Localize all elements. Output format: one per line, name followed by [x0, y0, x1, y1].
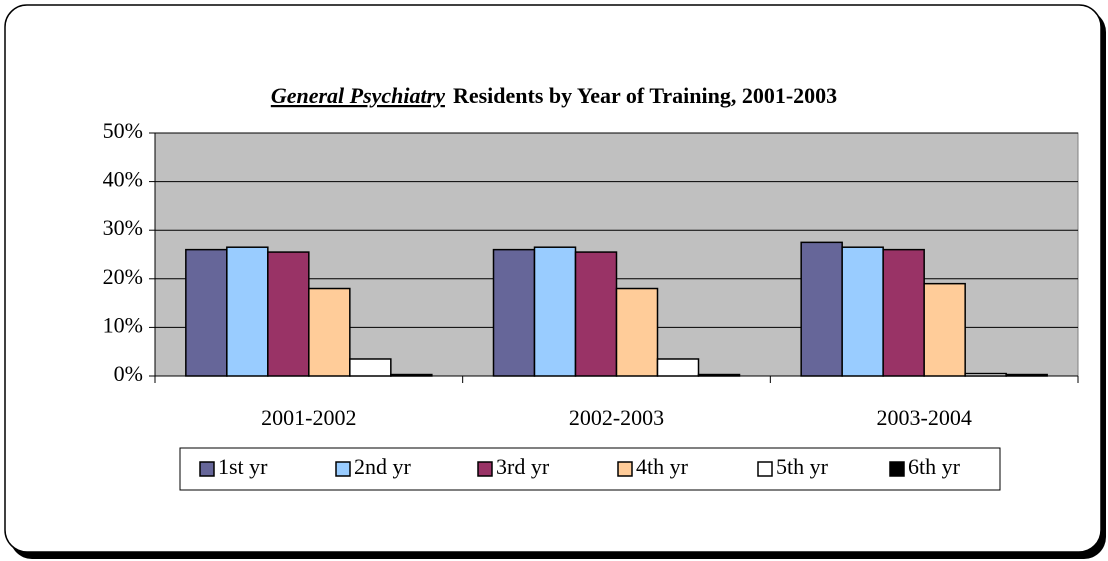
- legend-label: 4th yr: [636, 454, 689, 479]
- bar: [226, 246, 269, 377]
- y-tick-label: 20%: [103, 264, 143, 289]
- bar: [615, 287, 659, 377]
- bar: [697, 373, 741, 377]
- legend-label: 3rd yr: [496, 454, 550, 479]
- legend-label: 2nd yr: [354, 454, 412, 479]
- legend-swatch: [199, 461, 215, 477]
- legend-swatch: [889, 461, 905, 477]
- bar: [492, 248, 536, 377]
- y-tick-label: 0%: [114, 361, 143, 386]
- title-rest: Residents by Year of Training, 2001-2003: [453, 83, 837, 108]
- bar: [390, 373, 433, 377]
- bar: [800, 241, 843, 377]
- x-tick-label: 2001-2002: [261, 405, 356, 430]
- bar: [841, 246, 884, 377]
- y-tick-label: 30%: [103, 215, 143, 240]
- legend-label: 5th yr: [776, 454, 829, 479]
- bar: [964, 372, 1007, 377]
- bar: [349, 358, 392, 377]
- legend-box: [179, 447, 1001, 491]
- x-tick-label: 2002-2003: [569, 405, 664, 430]
- bar: [308, 287, 351, 377]
- bar: [882, 248, 925, 377]
- chart-title: General Psychiatry Residents by Year of T…: [271, 83, 837, 108]
- legend-swatch: [477, 461, 493, 477]
- bar: [574, 251, 618, 377]
- legend-swatch: [617, 461, 633, 477]
- legend-swatch: [335, 461, 351, 477]
- y-tick-label: 40%: [103, 167, 143, 192]
- y-tick-label: 10%: [103, 312, 143, 337]
- bar: [267, 251, 310, 377]
- legend-swatch: [757, 461, 773, 477]
- y-tick-label: 50%: [103, 118, 143, 143]
- legend-label: 1st yr: [218, 454, 268, 479]
- bar: [656, 358, 700, 377]
- legend-label: 6th yr: [908, 454, 961, 479]
- bar: [533, 246, 577, 377]
- title-emphasis: General Psychiatry: [271, 83, 445, 108]
- bar: [1005, 373, 1048, 377]
- bar: [923, 282, 966, 377]
- x-tick-label: 2003-2004: [877, 405, 972, 430]
- bar: [185, 248, 228, 377]
